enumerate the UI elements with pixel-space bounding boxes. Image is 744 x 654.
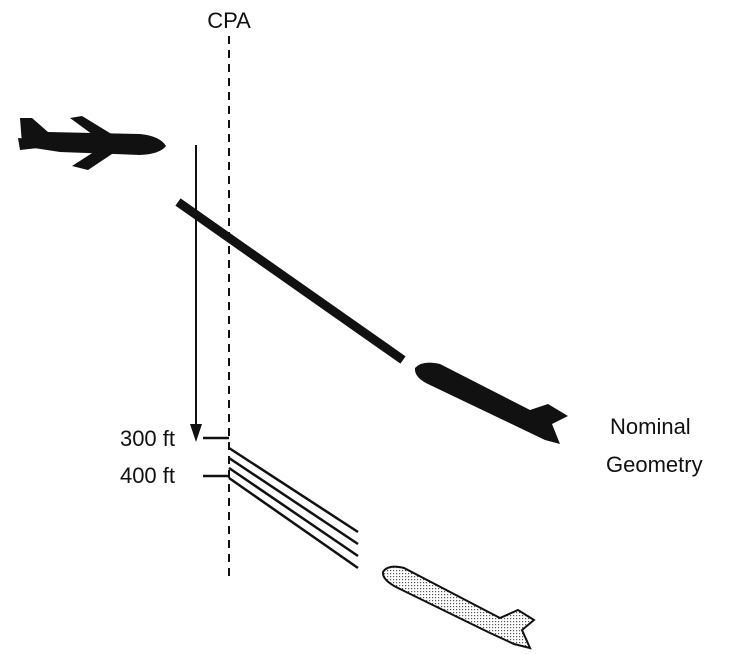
- alt-300-label: 300 ft: [120, 426, 175, 451]
- aircraft-top: [18, 116, 166, 170]
- alt-400-label: 400 ft: [120, 463, 175, 488]
- geometry-label: Geometry: [606, 452, 703, 477]
- arrow-head: [190, 424, 202, 442]
- nominal-track: [178, 202, 403, 360]
- offset-tracks: [229, 448, 358, 568]
- aircraft-middle: [415, 363, 568, 444]
- diagram: CPA 300 ft 400 ft Nominal Geometry: [0, 0, 744, 654]
- cpa-label: CPA: [207, 8, 251, 33]
- nominal-label: Nominal: [610, 414, 691, 439]
- aircraft-bottom: [383, 567, 534, 648]
